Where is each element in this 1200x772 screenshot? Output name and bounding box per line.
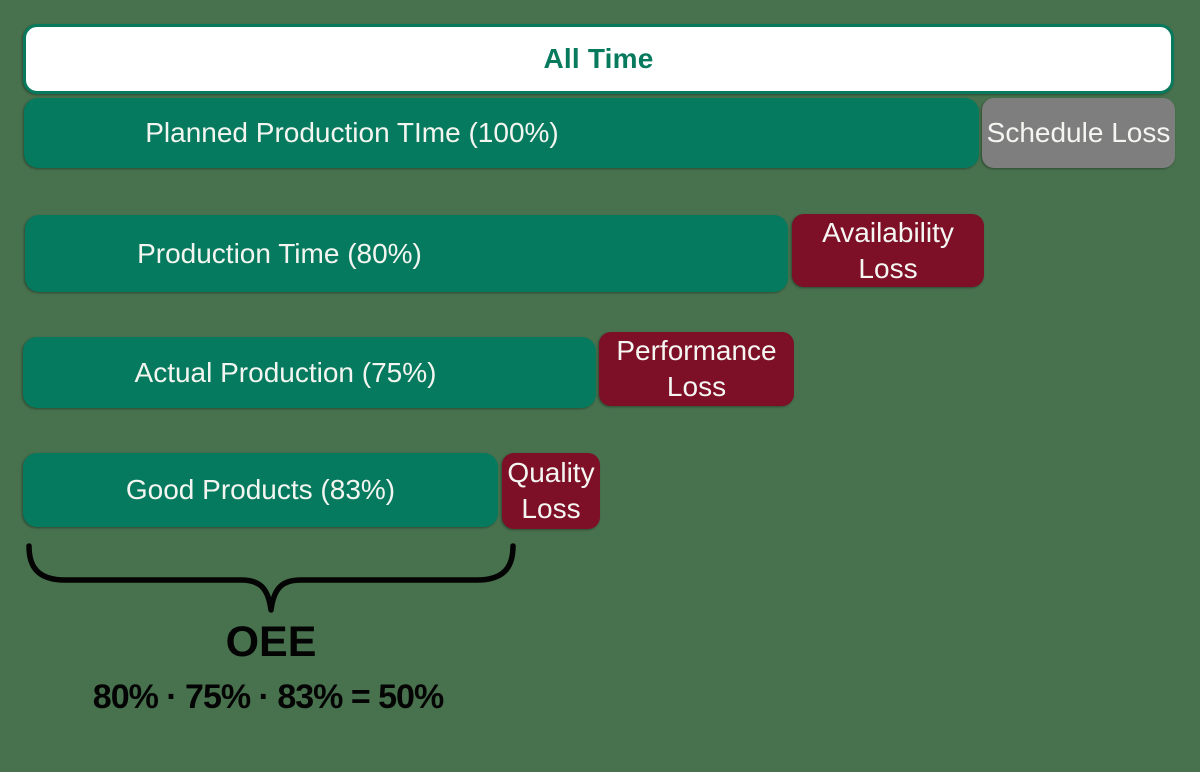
actual-production-label: Actual Production (75%) [134, 356, 437, 388]
quality-loss-box: Quality Loss [502, 453, 600, 529]
oee-brace [26, 543, 516, 613]
all-time-bar: All Time [23, 24, 1174, 94]
actual-production-bar: Actual Production (75%) [23, 337, 596, 408]
planned-production-time-bar: Planned Production TIme (100%) [24, 98, 979, 168]
production-time-bar: Production Time (80%) [25, 215, 788, 292]
performance-loss-label: Performance Loss [616, 335, 777, 402]
planned-production-time-label: Planned Production TIme (100%) [145, 117, 559, 148]
oee-label: OEE [225, 618, 317, 666]
good-products-label: Good Products (83%) [125, 474, 396, 505]
production-time-label: Production Time (80%) [137, 237, 422, 269]
schedule-loss-box: Schedule Loss [982, 98, 1175, 168]
availability-loss-box: Availability Loss [792, 214, 984, 287]
schedule-loss-label: Schedule Loss [986, 117, 1171, 148]
performance-loss-box: Performance Loss [599, 332, 794, 406]
quality-loss-label: Quality Loss [507, 457, 595, 524]
availability-loss-label: Availability Loss [822, 216, 954, 284]
good-products-bar: Good Products (83%) [23, 453, 498, 527]
oee-formula: 80% · 75% · 83% = 50% [92, 678, 444, 716]
all-time-label: All Time [543, 43, 654, 74]
